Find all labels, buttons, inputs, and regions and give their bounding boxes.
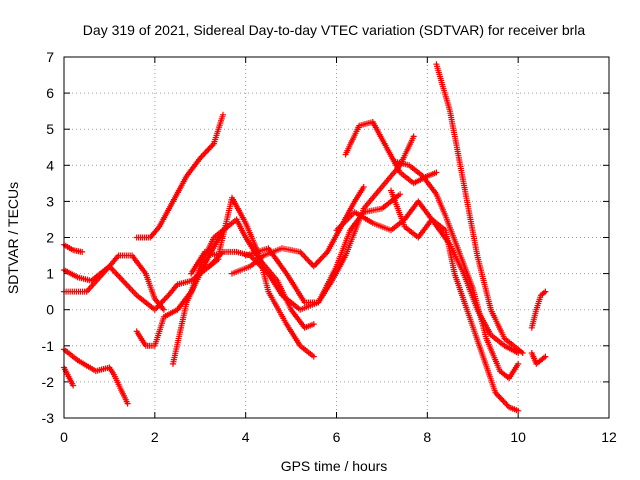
series-points — [242, 133, 417, 306]
series-points — [61, 364, 77, 389]
x-tick-label: 6 — [333, 429, 341, 445]
series-points — [170, 216, 317, 367]
x-tick-label: 0 — [60, 429, 68, 445]
series-s8 — [170, 216, 317, 367]
series-s9 — [188, 194, 317, 360]
series-s18 — [528, 288, 549, 331]
series-s10 — [206, 191, 404, 313]
x-tick-label: 10 — [510, 429, 526, 445]
series-s15 — [392, 158, 522, 382]
series-s4 — [61, 364, 77, 389]
y-tick-label: 6 — [46, 85, 54, 101]
x-tick-label: 8 — [423, 429, 431, 445]
series-s19 — [528, 350, 549, 367]
y-tick-label: -3 — [42, 410, 55, 426]
y-tick-label: -1 — [42, 338, 55, 354]
series-s2 — [61, 252, 167, 313]
series-points — [206, 191, 404, 313]
y-tick-label: -2 — [42, 374, 55, 390]
y-tick-label: 3 — [46, 193, 54, 209]
series-points — [388, 187, 522, 414]
series-points — [61, 241, 86, 255]
series-points — [392, 158, 522, 382]
series-s1 — [61, 241, 86, 255]
series-s12 — [242, 133, 417, 306]
y-tick-label: 4 — [46, 157, 54, 173]
y-tick-label: 7 — [46, 49, 54, 65]
x-tick-label: 2 — [151, 429, 159, 445]
series-points — [433, 61, 526, 356]
y-tick-label: 1 — [46, 266, 54, 282]
series-points — [61, 252, 167, 313]
y-tick-label: 5 — [46, 121, 54, 137]
series-marks — [61, 61, 549, 414]
series-s17 — [433, 61, 526, 356]
y-axis-label: SDTVAR / TECUs — [5, 182, 21, 294]
series-points — [528, 288, 549, 331]
plot-frame — [63, 56, 610, 419]
x-tick-label: 12 — [601, 429, 617, 445]
y-tick-label: 2 — [46, 230, 54, 246]
series-points — [188, 194, 317, 360]
y-tick-label: 0 — [46, 302, 54, 318]
series-s16 — [388, 187, 522, 414]
series-points — [133, 111, 226, 241]
series-points — [528, 350, 549, 367]
x-tick-label: 4 — [242, 429, 250, 445]
x-axis-label: GPS time / hours — [281, 458, 388, 474]
chart-title: Day 319 of 2021, Sidereal Day-to-day VTE… — [83, 22, 586, 38]
series-s6 — [133, 111, 226, 241]
